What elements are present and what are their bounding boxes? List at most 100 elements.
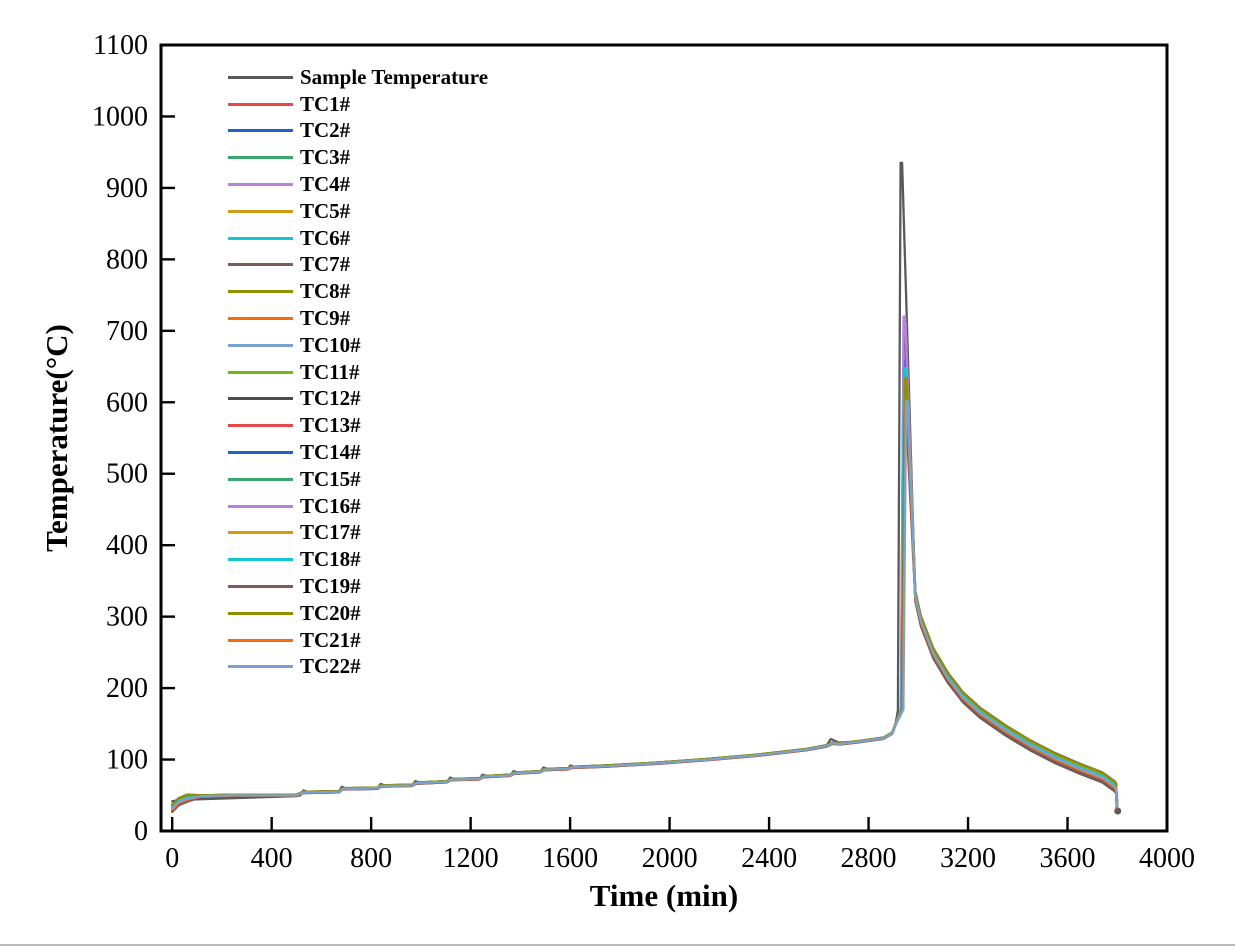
x-axis-tick-label: 1600 [542, 843, 598, 874]
legend-swatch [228, 558, 293, 562]
legend-swatch [228, 75, 293, 79]
legend-swatch [228, 424, 293, 428]
legend-label: TC15# [300, 466, 361, 491]
legend-label: TC4# [300, 172, 351, 197]
y-axis-tick-label: 400 [106, 530, 148, 561]
legend-item-tc14: TC14# [228, 439, 488, 466]
legend-swatch [228, 263, 293, 267]
x-axis-tick-label: 2000 [642, 843, 698, 874]
x-axis-title: Time (min) [589, 878, 739, 913]
legend-label: TC22# [300, 654, 361, 679]
legend-label: TC16# [300, 493, 361, 518]
legend-item-tc21: TC21# [228, 627, 488, 654]
legend-item-tc8: TC8# [228, 278, 488, 305]
legend-label: TC11# [300, 359, 360, 384]
legend-swatch [228, 397, 293, 401]
legend-label: TC13# [300, 413, 361, 438]
x-axis-tick-label: 400 [251, 843, 293, 874]
legend: Sample Temperature TC1# TC2# TC3# TC4# TC5# TC… [228, 64, 488, 680]
legend-label: TC21# [300, 627, 361, 652]
x-axis-tick-label: 4000 [1139, 843, 1195, 874]
legend-item-tc17: TC17# [228, 520, 488, 547]
x-axis-tick-label: 3600 [1040, 843, 1096, 874]
legend-swatch [228, 209, 293, 213]
x-axis-tick-label: 2800 [841, 843, 897, 874]
legend-swatch [228, 451, 293, 455]
legend-item-tc15: TC15# [228, 466, 488, 493]
legend-item-tc20: TC20# [228, 600, 488, 627]
legend-label: TC14# [300, 440, 361, 465]
legend-swatch [228, 504, 293, 508]
legend-swatch [228, 638, 293, 642]
x-axis-tick-label: 3200 [940, 843, 996, 874]
y-axis-tick-label: 900 [106, 173, 148, 204]
legend-swatch [228, 531, 293, 535]
legend-item-tc9: TC9# [228, 305, 488, 332]
legend-swatch [228, 477, 293, 481]
legend-swatch [228, 183, 293, 187]
y-axis-tick-label: 300 [106, 602, 148, 633]
legend-label: TC18# [300, 547, 361, 572]
legend-swatch [228, 343, 293, 347]
legend-swatch [228, 290, 293, 294]
legend-swatch [228, 156, 293, 160]
legend-item-tc13: TC13# [228, 412, 488, 439]
x-axis-tick-label: 2400 [741, 843, 797, 874]
legend-label: TC3# [300, 145, 351, 170]
legend-label: TC9# [300, 306, 351, 331]
legend-item-tc3: TC3# [228, 144, 488, 171]
legend-item-tc5: TC5# [228, 198, 488, 225]
legend-item-tc11: TC11# [228, 359, 488, 386]
y-axis-tick-label: 1100 [93, 30, 148, 61]
legend-label: TC20# [300, 600, 361, 625]
legend-label: TC7# [300, 252, 351, 277]
legend-swatch [228, 236, 293, 240]
x-axis-tick-label: 1200 [443, 843, 499, 874]
legend-label: TC6# [300, 225, 351, 250]
legend-item-tc7: TC7# [228, 252, 488, 279]
legend-label: Sample Temperature [300, 64, 489, 89]
window-bottom-border [0, 944, 1235, 946]
legend-item-tc16: TC16# [228, 493, 488, 520]
x-axis-tick-label: 0 [165, 843, 179, 874]
legend-label: TC5# [300, 198, 351, 223]
legend-swatch [228, 129, 293, 133]
legend-swatch [228, 317, 293, 321]
chart-line-tc22 [171, 399, 1119, 810]
legend-label: TC17# [300, 520, 361, 545]
y-axis-title: Temperature(°C) [39, 324, 74, 552]
legend-swatch [228, 585, 293, 589]
legend-swatch [228, 102, 293, 106]
legend-item-tc18: TC18# [228, 546, 488, 573]
series-end-marker [1114, 807, 1122, 815]
legend-item-tc10: TC10# [228, 332, 488, 359]
legend-label: TC12# [300, 386, 361, 411]
x-axis-tick-label: 800 [350, 843, 392, 874]
legend-swatch [228, 611, 293, 615]
y-axis-tick-label: 800 [106, 244, 148, 275]
y-axis-tick-label: 1000 [92, 101, 148, 132]
y-axis-tick-label: 0 [134, 816, 148, 847]
y-axis-tick-label: 500 [106, 459, 148, 490]
legend-label: TC8# [300, 279, 351, 304]
legend-item-tc6: TC6# [228, 225, 488, 252]
y-axis-tick-label: 100 [106, 745, 148, 776]
y-axis-tick-label: 700 [106, 316, 148, 347]
legend-item-tc2: TC2# [228, 118, 488, 145]
legend-label: TC19# [300, 574, 361, 599]
y-axis-tick-label: 200 [106, 673, 148, 704]
legend-label: TC1# [300, 91, 351, 116]
legend-item-tc1: TC1# [228, 91, 488, 118]
legend-item-tc12: TC12# [228, 386, 488, 413]
legend-item-sample-temperature: Sample Temperature [228, 64, 488, 91]
legend-item-tc4: TC4# [228, 171, 488, 198]
legend-swatch [228, 665, 293, 669]
legend-label: TC10# [300, 332, 361, 357]
legend-item-tc19: TC19# [228, 573, 488, 600]
y-axis-tick-label: 600 [106, 387, 148, 418]
plot-frame [159, 43, 1169, 833]
legend-swatch [228, 370, 293, 374]
legend-item-tc22: TC22# [228, 654, 488, 681]
